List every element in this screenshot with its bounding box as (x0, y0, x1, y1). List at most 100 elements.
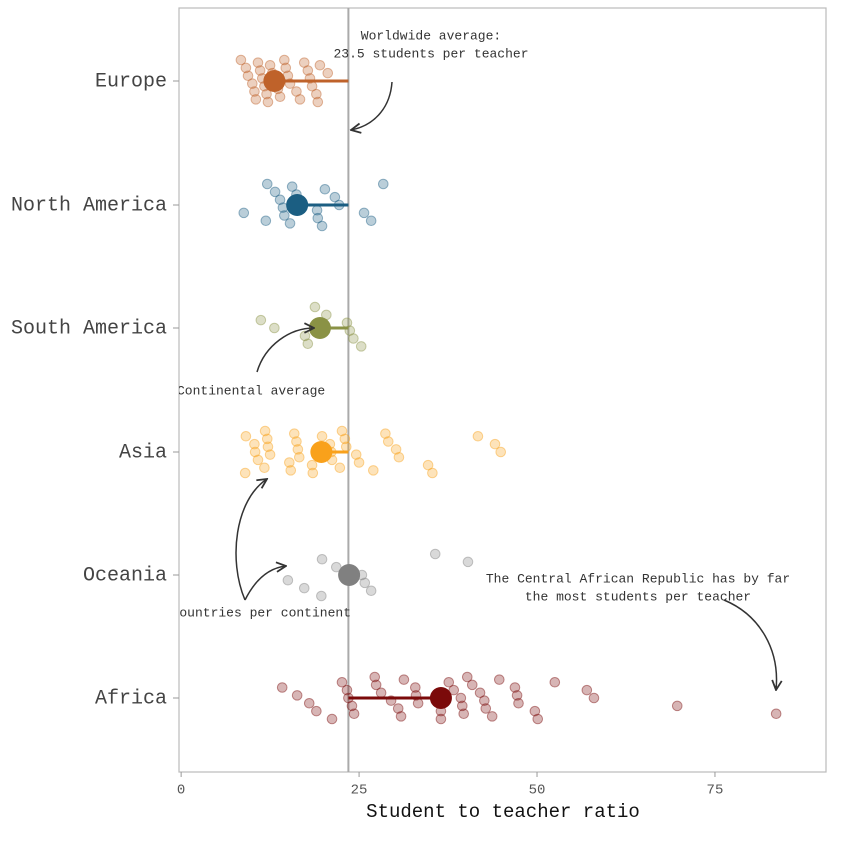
country-point (336, 425, 348, 437)
continent-average (286, 194, 309, 216)
country-point (249, 446, 261, 458)
country-point (240, 62, 252, 74)
country-point (382, 436, 394, 447)
country-point (375, 687, 387, 699)
country-point (262, 441, 274, 453)
country-point (314, 59, 326, 71)
country-point (456, 700, 468, 712)
y-tick-label: Asia (119, 441, 167, 464)
country-point (279, 54, 290, 66)
country-point (410, 682, 421, 693)
country-point (293, 451, 305, 463)
country-point (398, 674, 410, 685)
country-point (455, 692, 467, 704)
country-point (458, 708, 470, 720)
annotation: The Central African Republic has by far (486, 571, 790, 586)
country-point (269, 322, 280, 334)
country-point (322, 67, 334, 79)
country-point (262, 96, 274, 108)
annotation: 23.5 students per teacher (333, 46, 528, 61)
country-point (340, 441, 352, 453)
country-point (511, 690, 523, 701)
country-point (479, 695, 490, 706)
country-point (286, 181, 298, 192)
country-point (284, 218, 296, 229)
x-axis-title: Student to teacher ratio (366, 801, 640, 823)
country-point (462, 556, 474, 568)
country-point (480, 703, 492, 714)
country-point (254, 65, 266, 76)
country-point (532, 713, 544, 725)
country-point (284, 457, 295, 468)
country-point (250, 94, 262, 105)
country-point (443, 676, 455, 688)
country-point (588, 692, 600, 704)
country-point (252, 57, 264, 68)
x-tick-label: 50 (529, 783, 546, 799)
country-point (339, 433, 351, 445)
y-tick-label: North America (11, 194, 167, 217)
country-point (346, 700, 358, 712)
country-point (316, 430, 328, 442)
x-tick-label: 25 (351, 783, 368, 799)
country-point (235, 54, 247, 66)
country-point (306, 459, 318, 471)
country-point (316, 220, 328, 232)
country-point (291, 436, 302, 447)
country-point (302, 65, 314, 76)
country-point (261, 433, 273, 445)
country-point (671, 700, 683, 712)
country-point (291, 86, 302, 97)
country-point (261, 178, 273, 190)
country-point (309, 301, 321, 313)
country-point (493, 674, 505, 685)
country-point (370, 679, 382, 691)
country-point (274, 194, 286, 206)
country-point (280, 62, 292, 74)
country-point (369, 671, 381, 683)
country-point (259, 425, 271, 437)
country-point (513, 697, 524, 709)
country-point (282, 574, 294, 586)
y-tick-label: Europe (95, 70, 167, 93)
x-tick-label: 75 (707, 783, 724, 799)
y-tick-label: Oceania (83, 564, 167, 587)
marks (235, 8, 782, 772)
country-point (427, 467, 438, 479)
country-point (359, 577, 371, 589)
country-point (435, 713, 447, 725)
annotations: Worldwide average: 23.5 students per tea… (172, 28, 790, 690)
continent-average (263, 70, 286, 92)
country-point (302, 338, 314, 350)
annotation: Countries per continent (172, 605, 351, 620)
country-point (239, 467, 251, 479)
country-point (238, 207, 250, 219)
country-point (255, 314, 267, 326)
panel (178, 7, 827, 773)
country-point (247, 78, 258, 89)
country-point (461, 671, 473, 683)
country-point (358, 207, 370, 219)
country-point (368, 465, 379, 476)
y-tick-label: Africa (95, 687, 167, 710)
country-point (291, 690, 303, 701)
country-point (341, 684, 353, 696)
country-point (294, 94, 306, 105)
country-point (298, 582, 310, 594)
country-point (311, 88, 322, 100)
country-point (312, 212, 324, 224)
country-point (319, 183, 331, 195)
country-point (355, 341, 367, 352)
annotation: Continental average (177, 383, 325, 398)
x-tick-label: 0 (177, 783, 185, 799)
country-point (298, 57, 310, 68)
country-point (261, 88, 272, 100)
country-point (390, 444, 402, 455)
country-point (472, 430, 484, 442)
arrow (244, 566, 286, 601)
country-point (334, 462, 346, 474)
country-point (307, 467, 319, 479)
country-point (252, 454, 264, 466)
country-point (240, 430, 252, 442)
